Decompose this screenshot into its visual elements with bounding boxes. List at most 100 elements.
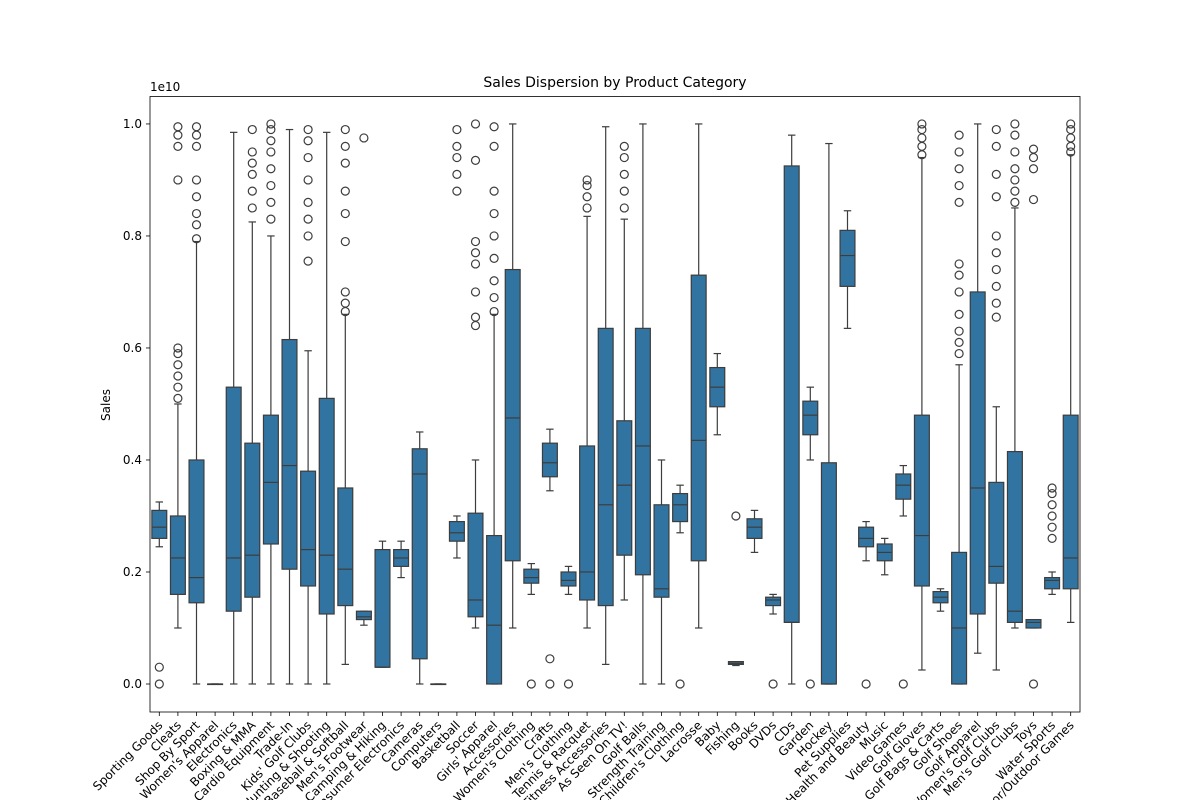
- flier: [173, 348, 183, 359]
- flier: [452, 186, 462, 196]
- flier: [303, 152, 313, 163]
- flier: [954, 147, 964, 157]
- flier: [954, 130, 964, 140]
- flier: [1010, 164, 1020, 174]
- axes-frame: [149, 96, 1081, 713]
- y-offset-label: 1e10: [150, 80, 180, 94]
- flier: [340, 298, 350, 308]
- flier: [340, 208, 350, 219]
- box: [560, 571, 577, 587]
- flier: [154, 662, 164, 672]
- flier: [954, 348, 964, 359]
- flier: [619, 169, 629, 179]
- flier: [489, 306, 499, 317]
- flier: [917, 141, 927, 151]
- flier: [1010, 197, 1020, 207]
- flier: [173, 130, 183, 140]
- flier: [861, 679, 871, 689]
- box: [281, 338, 298, 570]
- flier: [470, 119, 481, 129]
- flier: [1010, 130, 1020, 140]
- flier: [1066, 141, 1076, 151]
- box: [783, 165, 800, 623]
- flier: [452, 141, 462, 151]
- flier: [582, 192, 592, 202]
- flier: [247, 124, 257, 135]
- flier: [489, 186, 499, 196]
- flier: [340, 236, 350, 247]
- flier: [191, 141, 202, 151]
- flier: [675, 679, 685, 689]
- flier: [991, 264, 1001, 275]
- flier: [191, 130, 202, 140]
- flier: [470, 287, 481, 297]
- flier: [303, 197, 313, 207]
- flier: [768, 679, 778, 689]
- flier: [1066, 119, 1076, 129]
- box: [820, 462, 837, 685]
- flier: [470, 248, 481, 258]
- flier: [191, 234, 202, 244]
- box: [988, 481, 1005, 584]
- flier: [526, 679, 536, 689]
- flier: [247, 203, 257, 213]
- flier: [619, 203, 629, 213]
- flier: [154, 679, 164, 689]
- flier: [247, 158, 257, 168]
- flier: [266, 136, 276, 146]
- flier: [173, 175, 183, 185]
- box: [225, 386, 242, 612]
- flier: [991, 298, 1001, 308]
- flier: [619, 186, 629, 196]
- box: [969, 291, 986, 615]
- flier: [303, 136, 313, 146]
- flier: [917, 133, 927, 143]
- box: [262, 414, 279, 545]
- flier: [1047, 500, 1057, 510]
- box: [765, 596, 782, 607]
- y-axis-label: Sales: [99, 389, 113, 421]
- flier: [954, 337, 964, 347]
- flier: [452, 169, 462, 179]
- flier: [470, 155, 481, 165]
- flier: [452, 124, 462, 135]
- flier: [991, 281, 1001, 291]
- flier: [191, 192, 202, 202]
- flier: [303, 214, 313, 224]
- flier: [340, 158, 350, 168]
- flier: [489, 253, 499, 263]
- box: [672, 492, 689, 523]
- flier: [303, 124, 313, 135]
- flier: [954, 197, 964, 207]
- box: [634, 327, 651, 576]
- flier: [489, 141, 499, 151]
- box: [467, 512, 484, 618]
- flier: [340, 124, 350, 135]
- flier: [991, 141, 1001, 151]
- box: [1062, 414, 1079, 590]
- flier: [1028, 679, 1039, 689]
- flier: [1047, 483, 1057, 493]
- flier: [582, 175, 592, 185]
- flier: [731, 511, 741, 521]
- flier: [173, 122, 183, 132]
- box: [1044, 576, 1061, 590]
- flier: [954, 309, 964, 319]
- y-tick-label: 0.6: [123, 341, 142, 355]
- flier: [266, 180, 276, 191]
- flier: [266, 164, 276, 174]
- flier: [173, 360, 183, 370]
- flier: [898, 679, 908, 689]
- flier: [303, 175, 313, 185]
- flier: [805, 679, 815, 689]
- flier: [1066, 124, 1076, 135]
- box: [690, 274, 707, 562]
- flier: [954, 259, 964, 269]
- box: [913, 414, 930, 587]
- flier: [247, 169, 257, 179]
- box: [169, 515, 186, 595]
- flier: [1010, 119, 1020, 129]
